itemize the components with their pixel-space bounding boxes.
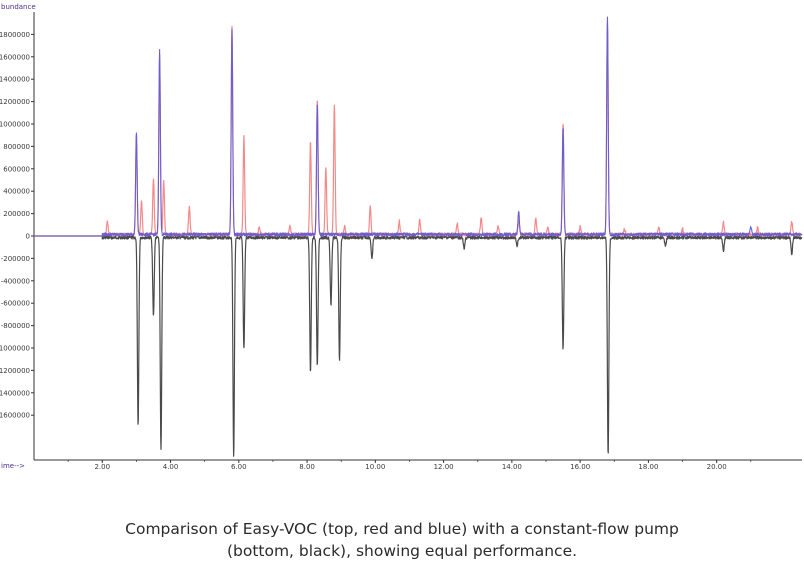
x-tick-label: 18.00 xyxy=(638,463,658,470)
x-tick-label: 20.00 xyxy=(707,463,727,470)
x-tick-label: 10.00 xyxy=(365,463,385,470)
y-tick-label: -1000000 xyxy=(0,345,30,353)
y-tick-label: -400000 xyxy=(1,277,30,285)
x-tick-label: 14.00 xyxy=(502,463,522,470)
figure-caption: Comparison of Easy-VOC (top, red and blu… xyxy=(0,518,804,562)
y-tick-label: 1800000 xyxy=(0,31,30,39)
chromatogram-chart: bundance ime--> 1800000 1600000 1400000 120… xyxy=(0,3,803,470)
x-tick-label: 12.00 xyxy=(434,463,454,470)
y-tick-label: 0 xyxy=(26,233,30,241)
chart-series xyxy=(34,16,803,457)
x-tick-label: 4.00 xyxy=(163,463,179,470)
y-tick-label: -800000 xyxy=(1,322,30,330)
chart-canvas: bundance ime--> 1800000 1600000 1400000 120… xyxy=(0,3,803,470)
y-tick-label: -600000 xyxy=(1,300,30,308)
x-tick-label: 6.00 xyxy=(231,463,247,470)
y-tick-label: 200000 xyxy=(3,210,30,218)
y-tick-label: -1400000 xyxy=(0,389,30,397)
caption-line-1: Comparison of Easy-VOC (top, red and blu… xyxy=(125,520,679,538)
y-tick-label: 1000000 xyxy=(0,121,30,129)
y-tick-label: 1400000 xyxy=(0,76,30,84)
y-tick-label: -200000 xyxy=(1,255,30,263)
caption-line-2: (bottom, black), showing equal performan… xyxy=(226,542,578,560)
x-tick-label: 2.00 xyxy=(94,463,110,470)
y-tick-label: 1600000 xyxy=(0,53,30,61)
x-axis-label: ime--> xyxy=(1,462,25,470)
series-red-line xyxy=(34,21,803,237)
y-tick-label: 1200000 xyxy=(0,98,30,106)
y-tick-label: 400000 xyxy=(3,188,30,196)
y-tick-label: 600000 xyxy=(3,165,30,173)
y-tick-label: 800000 xyxy=(3,143,30,151)
series-blue-line xyxy=(34,16,803,237)
x-tick-label: 16.00 xyxy=(570,463,590,470)
series-black-line xyxy=(34,235,803,457)
y-axis-label: bundance xyxy=(1,3,36,11)
y-tick-label: -1200000 xyxy=(0,367,30,375)
y-tick-label: -1600000 xyxy=(0,412,30,420)
chart-labels: bundance ime--> 1800000 1600000 1400000 120… xyxy=(0,3,727,470)
x-tick-label: 8.00 xyxy=(299,463,315,470)
